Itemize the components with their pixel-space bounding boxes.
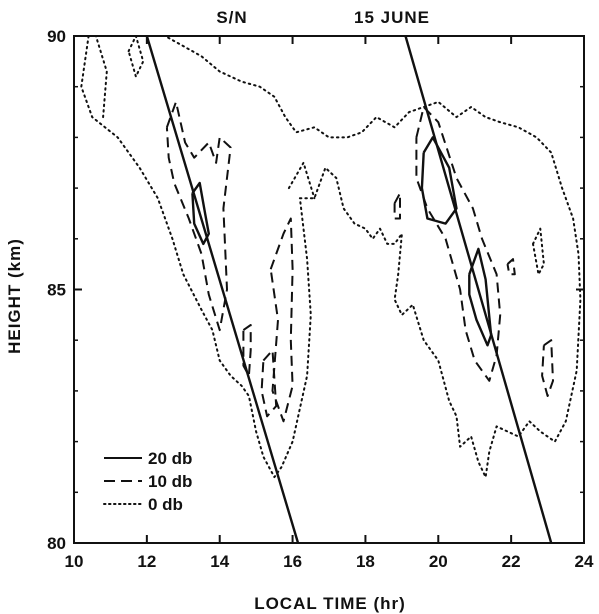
y-tick-label: 80 xyxy=(47,534,66,553)
x-tick-label: 20 xyxy=(429,552,448,571)
x-tick-label: 10 xyxy=(65,552,84,571)
phase-line-1 xyxy=(145,35,300,544)
contour-0db-14 xyxy=(287,161,316,200)
legend-label-10db: 10 db xyxy=(148,472,192,491)
contour-layer xyxy=(80,35,582,479)
contour-10db-8 xyxy=(393,192,401,220)
x-axis-title: LOCAL TIME (hr) xyxy=(254,594,406,613)
contour-10db-6 xyxy=(260,349,278,418)
y-tick-label: 85 xyxy=(47,281,66,300)
contour-0db-12 xyxy=(94,35,108,119)
contour-20db-0 xyxy=(191,181,210,246)
x-tick-label: 16 xyxy=(283,552,302,571)
legend-label-20db: 20 db xyxy=(148,449,192,468)
y-tick-label: 90 xyxy=(47,27,66,46)
chart-title-right: 15 JUNE xyxy=(354,8,430,27)
x-tick-label: 24 xyxy=(575,552,594,571)
trend-line-layer xyxy=(145,35,553,544)
legend-label-0db: 0 db xyxy=(148,495,183,514)
tick-layer: 10 12 14 16 18 20 22 24 80 85 90 xyxy=(47,27,594,571)
contour-10db-10 xyxy=(506,258,516,276)
contour-10db-9 xyxy=(541,339,554,397)
contour-10db-5 xyxy=(242,324,252,377)
contour-0db-11 xyxy=(80,35,582,479)
x-tick-label: 18 xyxy=(356,552,375,571)
phase-line-2 xyxy=(404,35,553,544)
x-tick-label: 14 xyxy=(210,552,229,571)
chart-title-left: S/N xyxy=(216,8,247,27)
contour-0db-15 xyxy=(532,227,545,276)
legend: 20 db 10 db 0 db xyxy=(103,449,192,514)
contour-10db-7 xyxy=(415,106,502,382)
contour-0db-13 xyxy=(127,35,145,78)
contour-10db-3 xyxy=(165,100,232,332)
x-tick-label: 12 xyxy=(137,552,156,571)
y-axis-title: HEIGHT (km) xyxy=(5,238,24,354)
x-tick-label: 22 xyxy=(502,552,521,571)
contour-10db-4 xyxy=(269,217,294,423)
contour-20db-2 xyxy=(468,247,493,347)
